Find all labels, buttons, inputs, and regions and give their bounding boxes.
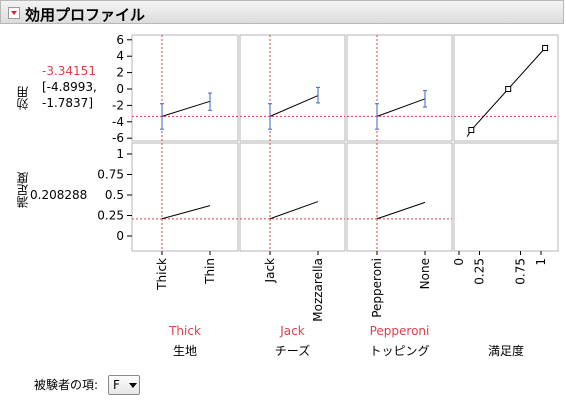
level-tick-label: Pepperoni [370,258,384,318]
satisfaction-series-line [269,201,319,220]
factor-name: トッピング [369,344,429,358]
utility-tick-label: -4 [112,115,124,129]
level-tick-label: Mozzarella [311,258,325,322]
satisfaction-series-line [161,205,211,220]
utility-panel-1 [131,34,239,142]
utility-tick-label: -2 [112,98,124,112]
satisfaction-tick-label: 0.25 [97,209,124,223]
data-point-marker [468,127,475,133]
chevron-down-icon [129,383,137,388]
title-bar: 効用プロファイル [0,0,564,24]
subject-term-dropdown[interactable]: F [108,375,140,395]
data-point-marker [542,45,549,51]
satisfaction-series-line [376,201,426,220]
level-tick-label: 0.75 [514,258,528,285]
satisfaction-panel-2 [239,142,346,252]
utility-tick-label: 2 [116,66,124,80]
factor-name: 生地 [173,344,197,358]
utility-ci-upper: -1.7837] [42,96,93,110]
utility-series-line [376,98,426,117]
utility-series-line [269,95,319,117]
utility-tick-label: 0 [116,82,124,96]
satisfaction-tick-label: 1 [116,147,124,161]
utility-tick-label: -6 [112,131,124,145]
satisfaction-panel-3 [346,142,453,252]
factor-current-value: Jack [279,324,304,338]
level-tick-label: Jack [263,258,277,283]
utility-panel-4 [453,34,559,142]
report-title: 効用プロファイル [25,6,146,24]
satisfaction-current-value: 0.208288 [30,188,88,202]
factor-current-value: Thick [168,324,201,338]
satisfaction-panel-1 [131,142,239,252]
level-tick-label: 1 [534,258,548,266]
utility-series-line [466,47,546,137]
level-tick-label: Thin [203,258,217,285]
satisfaction-panel-4 [453,142,559,252]
subject-term-label: 被験者の項: [34,378,99,392]
factor-name: 満足度 [488,343,524,358]
utility-tick-label: 4 [116,49,124,63]
satisfaction-tick-label: 0.5 [105,188,124,202]
utility-tick-label: 6 [116,33,124,47]
satisfaction-tick-label: 0 [116,229,124,243]
utility-panel-2 [239,34,346,142]
data-point-marker [505,86,512,92]
utility-current-value: -3.34151 [42,64,96,78]
level-tick-label: None [418,258,432,289]
level-tick-label: Thick [155,258,169,291]
factor-current-value: Pepperoni [370,324,430,338]
utility-series-line [161,100,211,117]
level-tick-label: 0.25 [473,258,487,285]
outline-toggle-icon[interactable] [8,7,20,19]
subject-term-value: F [113,378,120,392]
level-tick-label: 0 [452,258,466,266]
factor-name: チーズ [275,343,310,358]
satisfaction-tick-label: 0.75 [97,168,124,182]
utility-ci-lower: [-4.8993, [42,80,97,94]
utility-panel-3 [346,34,453,142]
